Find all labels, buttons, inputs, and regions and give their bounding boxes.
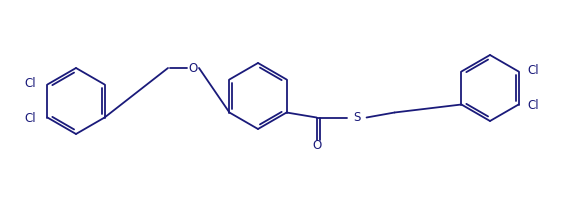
Text: O: O: [188, 62, 198, 75]
Text: O: O: [312, 139, 321, 152]
Text: Cl: Cl: [25, 77, 36, 90]
Text: Cl: Cl: [528, 64, 539, 77]
Text: Cl: Cl: [528, 99, 539, 112]
Text: S: S: [353, 111, 360, 124]
Text: Cl: Cl: [25, 112, 36, 125]
